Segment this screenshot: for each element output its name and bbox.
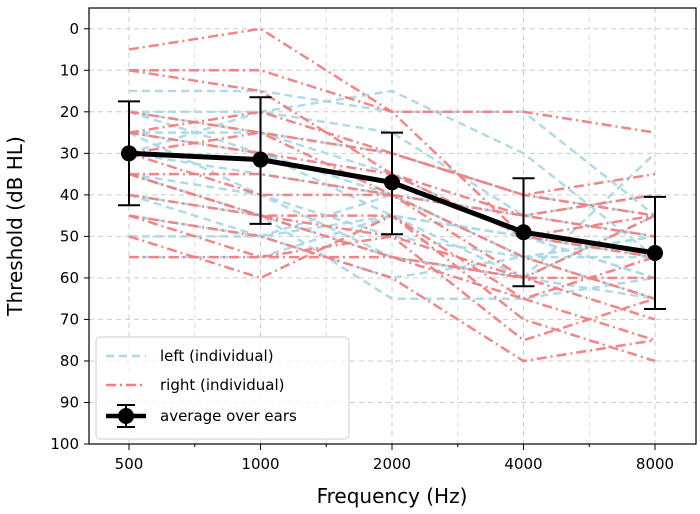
x-tick-label: 2000 — [373, 455, 411, 473]
y-tick-label: 30 — [60, 144, 79, 162]
y-tick-label: 70 — [60, 310, 79, 328]
y-tick-label: 40 — [60, 186, 79, 204]
left-individual-line — [128, 131, 656, 238]
right-individual-line — [128, 110, 656, 238]
left-individual-line — [129, 214, 656, 280]
legend-left-label: left (individual) — [160, 347, 274, 365]
average-point — [252, 151, 269, 168]
legend-average-label: average over ears — [160, 407, 297, 425]
right-individual-line — [128, 172, 656, 301]
left-individual-line — [128, 193, 656, 280]
average-series — [118, 96, 666, 311]
average-point — [515, 224, 532, 241]
y-tick-label: 80 — [60, 352, 79, 370]
y-tick-label: 50 — [60, 227, 79, 245]
right-individual-line — [128, 214, 656, 363]
right-individual-line — [128, 172, 656, 321]
right-individual-line — [128, 214, 656, 342]
y-axis-label: Threshold (dB HL) — [3, 136, 27, 316]
y-tick-label: 100 — [50, 435, 79, 453]
x-tick-label: 4000 — [504, 455, 542, 473]
y-tick-label: 60 — [60, 269, 79, 287]
average-point — [647, 244, 663, 261]
x-axis-label: Frequency (Hz) — [317, 484, 468, 508]
x-tick-label: 8000 — [636, 455, 674, 473]
x-tick-label: 1000 — [241, 455, 279, 473]
y-tick-label: 10 — [60, 61, 79, 79]
y-tick-label: 20 — [60, 103, 79, 121]
legend: left (individual) right (individual) ave… — [95, 336, 350, 440]
average-point — [121, 145, 137, 162]
legend-box — [95, 336, 350, 440]
right-individual-line — [129, 69, 656, 134]
legend-right-label: right (individual) — [160, 376, 285, 394]
left-individual-line — [129, 193, 655, 259]
average-point — [384, 174, 400, 191]
y-tick-label: 90 — [60, 393, 79, 411]
x-tick-label: 500 — [115, 455, 144, 473]
axis-ticks: 0 10 20 30 40 50 60 70 80 90 100 500 1000 2000 4000 800… — [50, 20, 674, 473]
right-individual-line — [128, 110, 656, 197]
legend-average-marker — [118, 408, 134, 424]
y-tick-label: 0 — [69, 20, 79, 38]
left-individual-line — [129, 89, 656, 259]
